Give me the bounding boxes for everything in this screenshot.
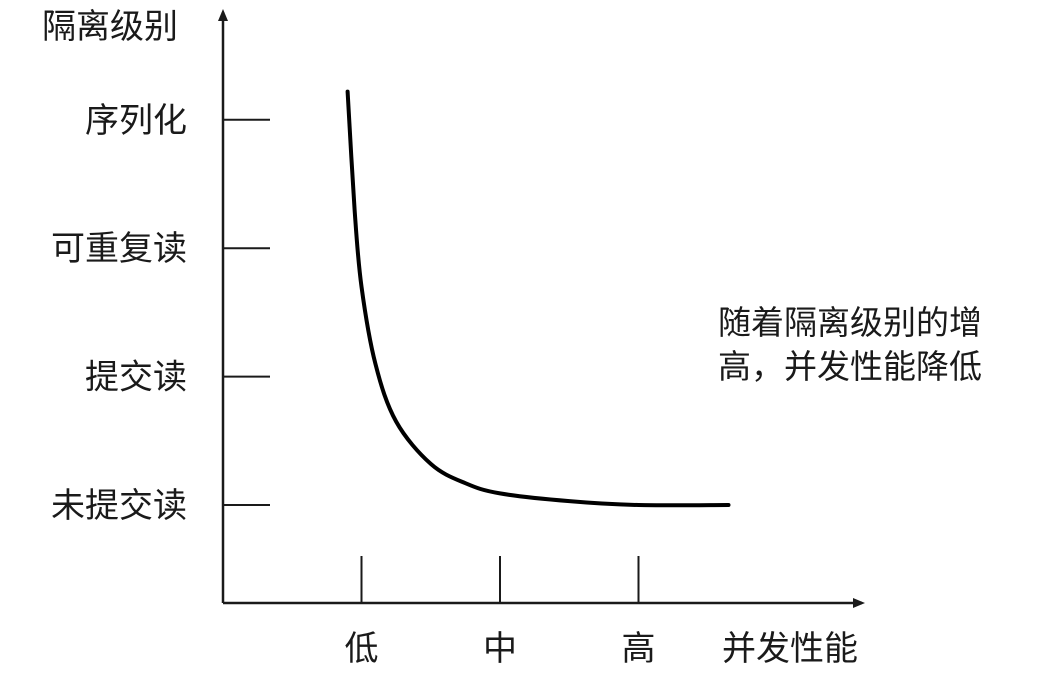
y-tick-label: 未提交读 (51, 486, 187, 526)
y-tick-label: 提交读 (85, 358, 187, 398)
isolation-performance-curve (345, 89, 731, 508)
y-tick-label: 序列化 (85, 101, 187, 141)
annotation-line-2: 高，并发性能降低 (718, 347, 982, 386)
x-tick-label: 中 (483, 629, 517, 669)
y-tick-label: 可重复读 (51, 229, 187, 269)
annotation: 随着隔离级别的增 高，并发性能降低 (718, 303, 982, 386)
x-tick-label: 低 (345, 629, 379, 669)
x-tick-label: 高 (622, 629, 656, 669)
x-axis-title: 并发性能 (722, 629, 858, 669)
annotation-line-1: 随着隔离级别的增 (718, 303, 982, 342)
y-axis-title: 隔离级别 (42, 7, 178, 47)
